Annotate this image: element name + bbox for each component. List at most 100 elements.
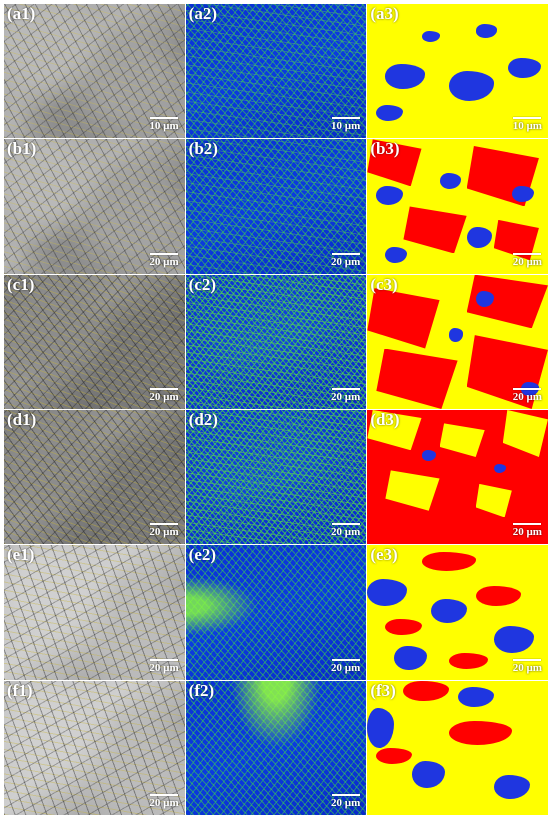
panel-b2: (b2) 20 µm — [185, 139, 367, 274]
panel-d2: (d2) 20 µm — [185, 409, 367, 545]
phase-region — [493, 625, 534, 653]
phase-region — [493, 774, 530, 799]
scale-bar: 20 µm — [149, 658, 179, 674]
panel-label: (d3) — [370, 409, 400, 429]
panel-label: (b3) — [370, 139, 400, 159]
panel-f2: (f2) 20 µm — [185, 680, 367, 815]
scale-bar-label: 20 µm — [512, 526, 542, 539]
phase-region — [466, 226, 492, 249]
micrograph-figure-grid: (a1) 10 µm (a2) 10 µm (a3) 10 µm (b1) 20… — [4, 4, 548, 815]
phase-region — [385, 470, 440, 511]
phase-region — [376, 348, 458, 409]
scale-bar-label: 20 µm — [149, 661, 179, 674]
phase-region — [403, 680, 449, 701]
phase-region — [448, 652, 489, 669]
panel-e3: (e3) 20 µm — [367, 545, 548, 680]
phase-region — [367, 707, 395, 748]
phase-region — [457, 687, 494, 708]
phase-region — [394, 646, 427, 671]
phase-region — [439, 423, 485, 457]
panel-label: (c1) — [7, 274, 35, 294]
phase-region — [367, 288, 440, 349]
scale-bar-label: 20 µm — [149, 255, 179, 268]
panel-label: (f2) — [188, 680, 215, 700]
panel-label: (c2) — [188, 274, 217, 294]
panel-label: (e2) — [188, 545, 217, 565]
panel-label: (e1) — [7, 545, 35, 565]
phase-region — [385, 246, 408, 263]
scale-bar-label: 20 µm — [331, 255, 361, 268]
phase-region — [385, 619, 422, 636]
phase-region — [511, 186, 534, 203]
panel-d1: (d1) 20 µm — [4, 409, 185, 545]
phase-region — [448, 720, 512, 746]
panel-c1: (c1) 20 µm — [4, 274, 185, 409]
scale-bar-label: 10 µm — [149, 120, 179, 133]
panel-label: (e3) — [370, 545, 398, 565]
scale-bar-label: 20 µm — [512, 661, 542, 674]
panel-d3: (d3) 20 µm — [367, 409, 548, 545]
scale-bar-label: 20 µm — [512, 255, 542, 268]
panel-label: (d2) — [188, 409, 218, 429]
phase-region — [448, 328, 464, 342]
scale-bar: 20 µm — [331, 523, 360, 538]
phase-region — [493, 463, 507, 474]
scale-bar: 20 µm — [149, 252, 179, 268]
panel-c3: (c3) 20 µm — [367, 274, 548, 409]
panel-label: (b1) — [7, 139, 37, 159]
phase-region — [412, 761, 445, 789]
scale-bar-label: 20 µm — [331, 661, 361, 674]
panel-a2: (a2) 10 µm — [185, 4, 367, 139]
panel-label: (a3) — [370, 4, 399, 23]
scale-bar: 20 µm — [512, 658, 542, 674]
panel-label: (b2) — [188, 139, 218, 159]
panel-e2: (e2) 20 µm — [185, 545, 367, 680]
scale-bar: 20 µm — [331, 252, 361, 268]
panel-a1: (a1) 10 µm — [4, 4, 185, 139]
phase-region — [376, 104, 404, 121]
phase-region — [376, 186, 404, 206]
scale-bar: 20 µm — [149, 523, 179, 539]
phase-region — [421, 30, 440, 42]
phase-region — [448, 71, 494, 101]
phase-region — [376, 747, 413, 764]
panel-e1: (e1) 20 µm — [4, 545, 185, 680]
panel-b3: (b3) 20 µm — [367, 139, 548, 274]
scale-bar: 20 µm — [331, 658, 361, 674]
scale-bar: 10 µm — [149, 117, 179, 133]
panel-label: (f1) — [7, 680, 33, 700]
phase-region — [508, 57, 541, 78]
scale-bar-label: 10 µm — [331, 120, 361, 133]
phase-region — [403, 206, 467, 254]
panel-a3: (a3) 10 µm — [367, 4, 548, 139]
panel-label: (f3) — [370, 680, 396, 700]
scale-bar-label: 20 µm — [149, 526, 179, 539]
scale-bar: 10 µm — [331, 117, 360, 132]
scale-bar: 20 µm — [512, 387, 542, 403]
scale-bar: 20 µm — [513, 523, 542, 538]
panel-f1: (f1) 20 µm — [4, 680, 185, 815]
panel-b1: (b1) 20 µm — [4, 139, 185, 274]
phase-region — [421, 552, 476, 571]
phase-region — [367, 578, 408, 606]
phase-region — [475, 24, 498, 38]
panel-c2: (c2) 20 µm — [185, 274, 367, 409]
scale-bar-label: 20 µm — [331, 390, 361, 403]
panel-f3: (f3) — [367, 680, 548, 815]
phase-region — [475, 483, 512, 518]
scale-bar-label: 20 µm — [149, 796, 179, 809]
scale-bar-label: 20 µm — [331, 796, 361, 809]
panel-label: (d1) — [7, 409, 37, 429]
scale-bar: 20 µm — [149, 793, 179, 809]
scale-bar: 20 µm — [331, 387, 361, 403]
phase-region — [439, 172, 462, 190]
phase-region — [475, 585, 521, 606]
scale-bar-label: 10 µm — [512, 120, 542, 133]
phase-region — [430, 599, 467, 624]
phase-region — [475, 290, 494, 307]
scale-bar-label: 20 µm — [512, 390, 542, 403]
scale-bar: 20 µm — [149, 387, 179, 403]
scale-bar-label: 20 µm — [149, 390, 179, 403]
scale-bar: 20 µm — [331, 793, 361, 809]
phase-region — [502, 409, 548, 457]
